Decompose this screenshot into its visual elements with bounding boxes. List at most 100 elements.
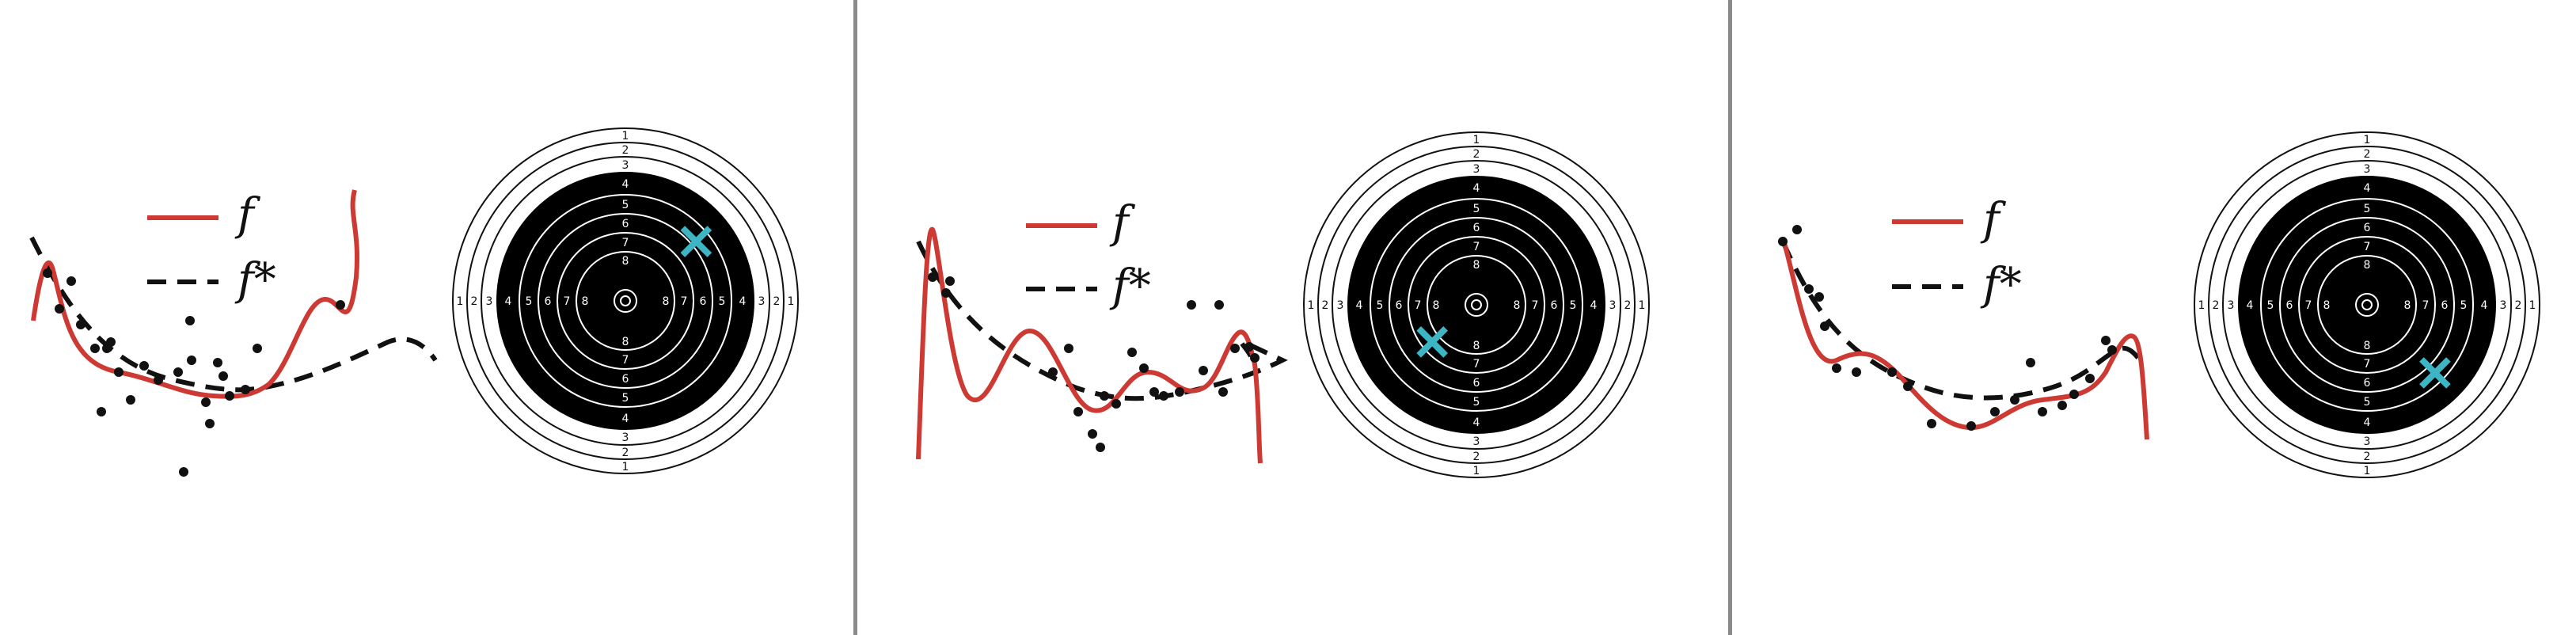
target-ring-number: 5 <box>1473 203 1480 215</box>
target-ring-number: 6 <box>1473 222 1480 234</box>
target-ring-number: 7 <box>1473 241 1480 253</box>
target-ring-number: 5 <box>2364 203 2371 215</box>
true-function-curve <box>29 236 438 393</box>
target-ring-number: 8 <box>2323 299 2331 312</box>
regression-plot: f f* <box>1778 194 2149 440</box>
target-ring-number: 3 <box>1337 299 1344 312</box>
target-ring-number: 5 <box>1473 396 1480 409</box>
target-ring-number: 4 <box>2364 182 2371 195</box>
target-ring-number: 5 <box>2460 299 2468 312</box>
legend-model-label: f <box>1980 194 2007 245</box>
target-ring-5 <box>1370 198 1583 412</box>
shot-marker-icon <box>680 226 712 257</box>
target-ring-number: 5 <box>622 199 629 211</box>
target-ring-number: 2 <box>1473 148 1480 161</box>
target-ring-number: 4 <box>505 295 512 308</box>
target-ring-number: 1 <box>2364 465 2371 477</box>
target-ring-number: 2 <box>622 447 629 459</box>
target-ring-number: 3 <box>1473 163 1480 176</box>
legend-model-label: f <box>234 189 261 241</box>
target-ring-number: 2 <box>2364 451 2371 463</box>
target-ring-number: 7 <box>2305 299 2312 312</box>
target-ring-number: 2 <box>1473 451 1480 463</box>
target-ring-6 <box>1389 217 1564 393</box>
target-ring-number: 8 <box>1514 299 1521 312</box>
shot-marker-icon <box>2419 357 2451 389</box>
target-bullseye-center <box>620 295 631 306</box>
target-ring-number: 1 <box>1473 465 1480 477</box>
target-ring-number: 6 <box>545 295 552 308</box>
target-ring-number: 2 <box>2515 299 2522 312</box>
target-ring-number: 6 <box>1396 299 1403 312</box>
target-ring-number: 3 <box>1473 435 1480 448</box>
target-ring-number: 1 <box>788 295 795 308</box>
shot-marker-stroke <box>1416 326 1448 358</box>
true-function-curve <box>916 240 1288 401</box>
target-ring-number: 2 <box>1322 299 1329 312</box>
target-ring-number: 8 <box>2364 340 2371 352</box>
target-ring-number: 4 <box>1590 299 1598 312</box>
target-ring-number: 1 <box>1308 299 1315 312</box>
target-ring-number: 3 <box>622 432 629 444</box>
regression-plot: f f* <box>916 197 1288 464</box>
target-ring-number: 1 <box>457 295 464 308</box>
target-ring-number: 3 <box>2364 163 2371 176</box>
fitted-model-curve <box>31 189 360 399</box>
target-ring-number: 4 <box>2481 299 2488 312</box>
target-ring-number: 3 <box>1609 299 1617 312</box>
target-ring-number: 2 <box>2213 299 2220 312</box>
target-ring-number: 7 <box>1415 299 1422 312</box>
target-bullseye-ring <box>2355 293 2379 317</box>
panel-divider-1 <box>853 0 857 635</box>
target-ring-number: 6 <box>2441 299 2449 312</box>
target-ring-8 <box>1427 255 1526 355</box>
shot-marker-stroke <box>2419 357 2451 389</box>
target-ring-number: 7 <box>622 237 629 249</box>
legend-model-label: f <box>1109 197 1136 249</box>
target-ring-number: 4 <box>622 413 629 425</box>
fitted-model-curve <box>1780 237 2149 440</box>
target-ring-number: 4 <box>739 295 747 308</box>
target-ring-number: 8 <box>622 255 629 268</box>
target-ring-number: 5 <box>719 295 726 308</box>
target-ring-8 <box>576 251 675 351</box>
target-ring-number: 8 <box>622 336 629 348</box>
target-ring-number: 6 <box>622 218 629 230</box>
data-points <box>1778 225 2117 431</box>
target-ring-number: 7 <box>1532 299 1539 312</box>
legend: f f* <box>1892 194 2022 310</box>
target-ring-number: 6 <box>2364 377 2371 390</box>
target-ring-number: 7 <box>1473 358 1480 371</box>
data-points <box>928 272 1260 452</box>
regression-plot: f f* <box>29 189 438 477</box>
target-bullseye-center <box>1471 299 1482 310</box>
target-ring-7 <box>557 232 694 370</box>
target-ring-number: 2 <box>773 295 781 308</box>
target-ring-number: 5 <box>1377 299 1384 312</box>
target-ring-number: 7 <box>564 295 571 308</box>
target-ring-number: 7 <box>2364 241 2371 253</box>
target-black-disc <box>1347 176 1605 434</box>
target-ring-number: 5 <box>622 392 629 405</box>
target-ring-number: 1 <box>2529 299 2536 312</box>
target-ring-6 <box>538 213 713 389</box>
target-ring-number: 1 <box>622 130 629 143</box>
panel-divider-2 <box>1728 0 1732 635</box>
target-ring-number: 3 <box>622 159 629 172</box>
shot-marker-icon <box>1416 326 1448 358</box>
target-ring-number: 8 <box>1433 299 1440 312</box>
target-ring-number: 7 <box>622 354 629 367</box>
legend-true-label: f* <box>234 254 276 306</box>
target-ring-number: 3 <box>758 295 766 308</box>
true-function-curve <box>1780 240 2144 401</box>
target-ring-number: 4 <box>622 178 629 191</box>
target-ring-number: 6 <box>1551 299 1558 312</box>
target-ring-number: 1 <box>2198 299 2206 312</box>
target-ring-7 <box>1408 236 1545 374</box>
legend-true-label: f* <box>1980 259 2022 310</box>
